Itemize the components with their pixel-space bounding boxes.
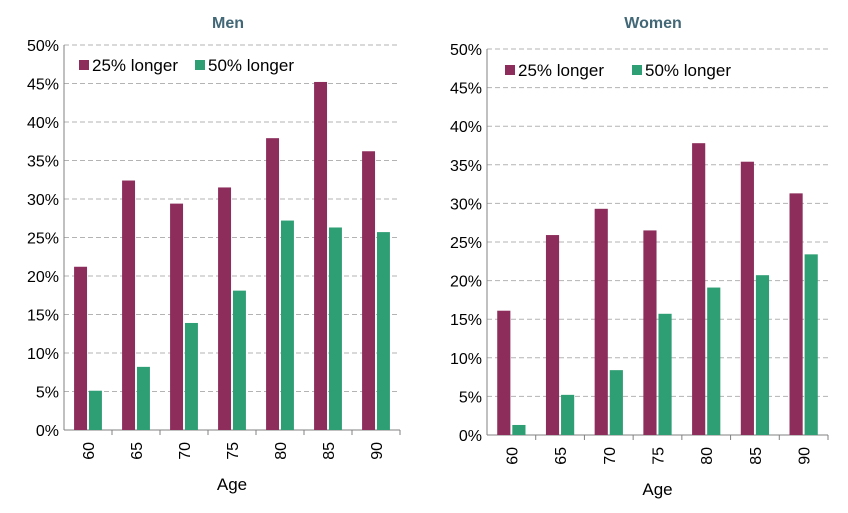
- women-x-tick-label: 60: [504, 447, 521, 465]
- women-bar-longer-50-age-70: [609, 370, 623, 435]
- men-x-tick-label: 85: [321, 442, 338, 460]
- men-bar-longer-50-age-90: [376, 232, 390, 430]
- men-x-tick-label: 60: [81, 442, 98, 460]
- women-y-tick-label: 50%: [450, 42, 482, 59]
- women-y-tick-label: 20%: [450, 274, 482, 291]
- men-bar-longer-50-age-60: [88, 390, 102, 430]
- men-y-tick-label: 40%: [27, 115, 59, 132]
- men-y-tick-label: 10%: [27, 346, 59, 363]
- women-y-tick-label: 0%: [459, 428, 482, 445]
- women-bar-longer-25-age-90: [789, 193, 803, 435]
- women-chart-title: Women: [624, 15, 681, 32]
- women-x-tick-label: 90: [797, 447, 814, 465]
- women-y-tick-label: 30%: [450, 196, 482, 213]
- women-x-tick-label: 85: [748, 447, 765, 465]
- women-bar-longer-25-age-85: [740, 161, 754, 435]
- women-legend-swatch-longer-50: [632, 65, 642, 75]
- women-bar-longer-50-age-85: [755, 275, 770, 435]
- men-y-tick-label: 25%: [27, 231, 59, 248]
- women-bar-longer-50-age-60: [512, 424, 526, 435]
- men-x-tick-label: 65: [129, 442, 146, 460]
- men-bar-longer-25-age-90: [362, 151, 376, 430]
- women-bar-longer-50-age-65: [561, 394, 575, 435]
- women-x-tick-label: 80: [699, 447, 716, 465]
- women-legend-label-longer-50: 50% longer: [645, 61, 731, 80]
- men-y-tick-label: 30%: [27, 192, 59, 209]
- women-x-tick-label: 75: [651, 447, 668, 465]
- women-bar-longer-25-age-65: [545, 235, 560, 435]
- women-bar-longer-25-age-75: [643, 230, 657, 435]
- women-y-tick-label: 25%: [450, 235, 482, 252]
- men-bar-longer-25-age-70: [170, 203, 184, 430]
- men-x-tick-label: 80: [273, 442, 290, 460]
- men-y-tick-label: 0%: [36, 423, 59, 440]
- women-y-tick-label: 45%: [450, 81, 482, 98]
- men-bar-longer-50-age-80: [280, 220, 294, 430]
- men-legend-swatch-longer-25: [79, 60, 89, 70]
- men-bar-longer-50-age-75: [232, 290, 246, 430]
- women-bar-longer-50-age-90: [804, 254, 818, 435]
- men-x-tick-label: 75: [225, 442, 242, 460]
- women-y-tick-label: 5%: [459, 389, 482, 406]
- women-y-tick-label: 15%: [450, 312, 482, 329]
- men-y-tick-label: 15%: [27, 308, 59, 325]
- women-x-tick-label: 70: [602, 447, 619, 465]
- women-x-axis-title: Age: [642, 480, 672, 499]
- women-y-tick-label: 40%: [450, 119, 482, 136]
- women-bar-longer-25-age-70: [594, 208, 608, 435]
- men-bar-longer-50-age-65: [136, 366, 150, 430]
- men-bar-longer-50-age-85: [328, 227, 342, 430]
- men-bar-longer-25-age-60: [74, 266, 88, 430]
- men-bar-longer-25-age-85: [314, 81, 328, 431]
- men-y-tick-label: 5%: [36, 385, 59, 402]
- women-legend-swatch-longer-25: [505, 65, 515, 75]
- men-y-tick-label: 35%: [27, 154, 59, 171]
- women-bar-longer-50-age-75: [658, 313, 672, 435]
- men-x-tick-label: 90: [369, 442, 386, 460]
- men-legend-swatch-longer-50: [195, 60, 205, 70]
- men-x-axis-title: Age: [217, 475, 247, 494]
- women-y-tick-label: 10%: [450, 351, 482, 368]
- men-y-tick-label: 20%: [27, 269, 59, 286]
- women-bar-longer-25-age-80: [692, 143, 706, 435]
- women-x-tick-label: 65: [553, 447, 570, 465]
- women-legend-label-longer-25: 25% longer: [518, 61, 604, 80]
- men-bar-longer-25-age-80: [266, 138, 280, 431]
- men-chart-title: Men: [212, 15, 244, 32]
- men-y-tick-label: 45%: [27, 77, 59, 94]
- men-legend-label-longer-25: 25% longer: [92, 56, 178, 75]
- men-legend-label-longer-50: 50% longer: [208, 56, 294, 75]
- women-bar-longer-50-age-80: [707, 287, 721, 435]
- men-bar-longer-50-age-70: [184, 322, 198, 430]
- women-y-tick-label: 35%: [450, 158, 482, 175]
- men-bar-longer-25-age-75: [218, 187, 232, 430]
- men-y-tick-label: 50%: [27, 38, 59, 55]
- women-bar-longer-25-age-60: [497, 310, 511, 435]
- men-x-tick-label: 70: [177, 442, 194, 460]
- men-bar-longer-25-age-65: [122, 180, 136, 430]
